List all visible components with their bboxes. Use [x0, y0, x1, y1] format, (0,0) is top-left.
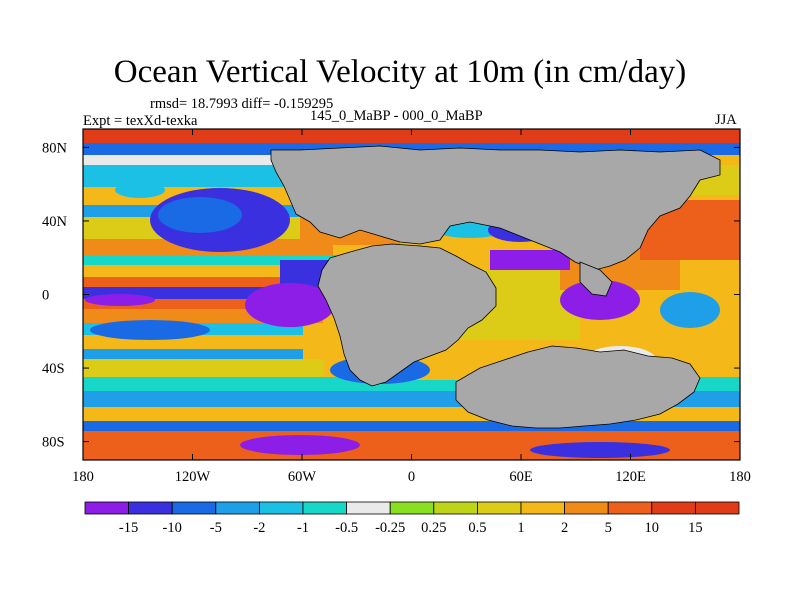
southern-ocean-band-4	[83, 421, 740, 431]
land-masses	[270, 145, 721, 429]
laurasia	[270, 145, 721, 271]
colorbar-label: -0.5	[335, 520, 358, 536]
south-pacific-band-5	[83, 359, 323, 377]
antarctic-blob-2	[530, 442, 670, 458]
colorbar-label: -15	[119, 520, 138, 536]
lon-label: 120E	[615, 469, 646, 485]
colorbar-label: 15	[688, 520, 703, 536]
colorbar-label: 10	[645, 520, 660, 536]
colorbar-label: 1	[517, 520, 524, 536]
ocean-field	[83, 129, 740, 460]
gondwana-east	[455, 345, 701, 429]
longitude-axis: 180 120W 60W 0 60E 120E 180	[72, 129, 751, 485]
equatorial-streak	[85, 294, 155, 306]
east-pacific-upwelling	[245, 283, 335, 327]
north-pacific-band	[83, 165, 323, 187]
colorbar-swatch	[389, 501, 435, 515]
latitude-axis: 80N 40N 0 40S 80S	[42, 140, 740, 451]
colorbar-swatch	[171, 501, 217, 515]
tropical-band-4	[83, 277, 343, 287]
colorbar-label: -0.25	[375, 520, 405, 536]
colorbar-swatch	[302, 501, 347, 515]
colorbar: -15 -10 -5 -2 -1 -0.5 -0.25 0.25 0.5 1 2 5 10 15	[84, 501, 740, 536]
lat-label: 40N	[42, 214, 68, 230]
south-pacific-band-4	[83, 349, 303, 359]
lon-label: 0	[408, 469, 415, 485]
colorbar-label: -1	[297, 520, 309, 536]
indonesian-blob	[560, 280, 640, 320]
colorbar-swatch	[84, 501, 129, 515]
colorbar-label: 0.5	[468, 520, 486, 536]
equatorial-band-2	[83, 299, 343, 309]
stats-label: rmsd= 18.7993 diff= -0.159295	[150, 96, 334, 112]
colorbar-swatch	[651, 501, 696, 515]
colorbar-swatch	[476, 501, 522, 515]
lat-label: 80N	[42, 140, 68, 156]
colorbar-label: -5	[210, 520, 222, 536]
antarctic-blob	[240, 435, 360, 455]
north-pacific-streak	[115, 182, 165, 198]
colorbar-label: 0.25	[421, 520, 446, 536]
arctic-band	[83, 129, 740, 143]
colorbar-swatch	[346, 501, 391, 515]
colorbar-swatch	[695, 501, 740, 515]
difference-label: 145_0_MaBP - 000_0_MaBP	[310, 108, 483, 124]
south-pacific-streak	[90, 320, 210, 340]
west-pacific-blob	[660, 292, 720, 328]
asian-peninsula	[579, 261, 613, 297]
colorbar-swatch	[258, 501, 304, 515]
colorbar-label: 2	[561, 520, 568, 536]
lon-label: 180	[72, 469, 94, 485]
colorbar-swatch	[433, 501, 478, 515]
colorbar-swatch	[564, 501, 609, 515]
lat-label: 40S	[42, 361, 65, 377]
lon-label: 60E	[509, 469, 533, 485]
arctic-band-3	[83, 155, 323, 165]
lon-label: 120W	[175, 469, 211, 485]
colorbar-label: -10	[163, 520, 182, 536]
tropical-band-3	[83, 265, 343, 277]
colorbar-label: -2	[253, 520, 265, 536]
experiment-label: Expt = texXd-texka	[83, 113, 198, 129]
season-label: JJA	[715, 112, 737, 128]
lon-label: 180	[729, 469, 751, 485]
lon-label: 60W	[288, 469, 317, 485]
colorbar-label: 5	[605, 520, 612, 536]
colorbar-swatch	[215, 501, 260, 515]
lat-label: 0	[42, 288, 49, 304]
colorbar-swatch	[520, 501, 565, 515]
gondwana-africa-south-america	[317, 243, 497, 387]
tethys-patch	[490, 250, 570, 270]
tropical-band-2	[83, 255, 343, 265]
lat-label: 80S	[42, 435, 65, 451]
colorbar-swatch	[607, 501, 653, 515]
subtropical-gyre-core	[158, 197, 242, 233]
plot-title: Ocean Vertical Velocity at 10m (in cm/da…	[113, 54, 687, 90]
colorbar-swatch	[128, 501, 173, 515]
